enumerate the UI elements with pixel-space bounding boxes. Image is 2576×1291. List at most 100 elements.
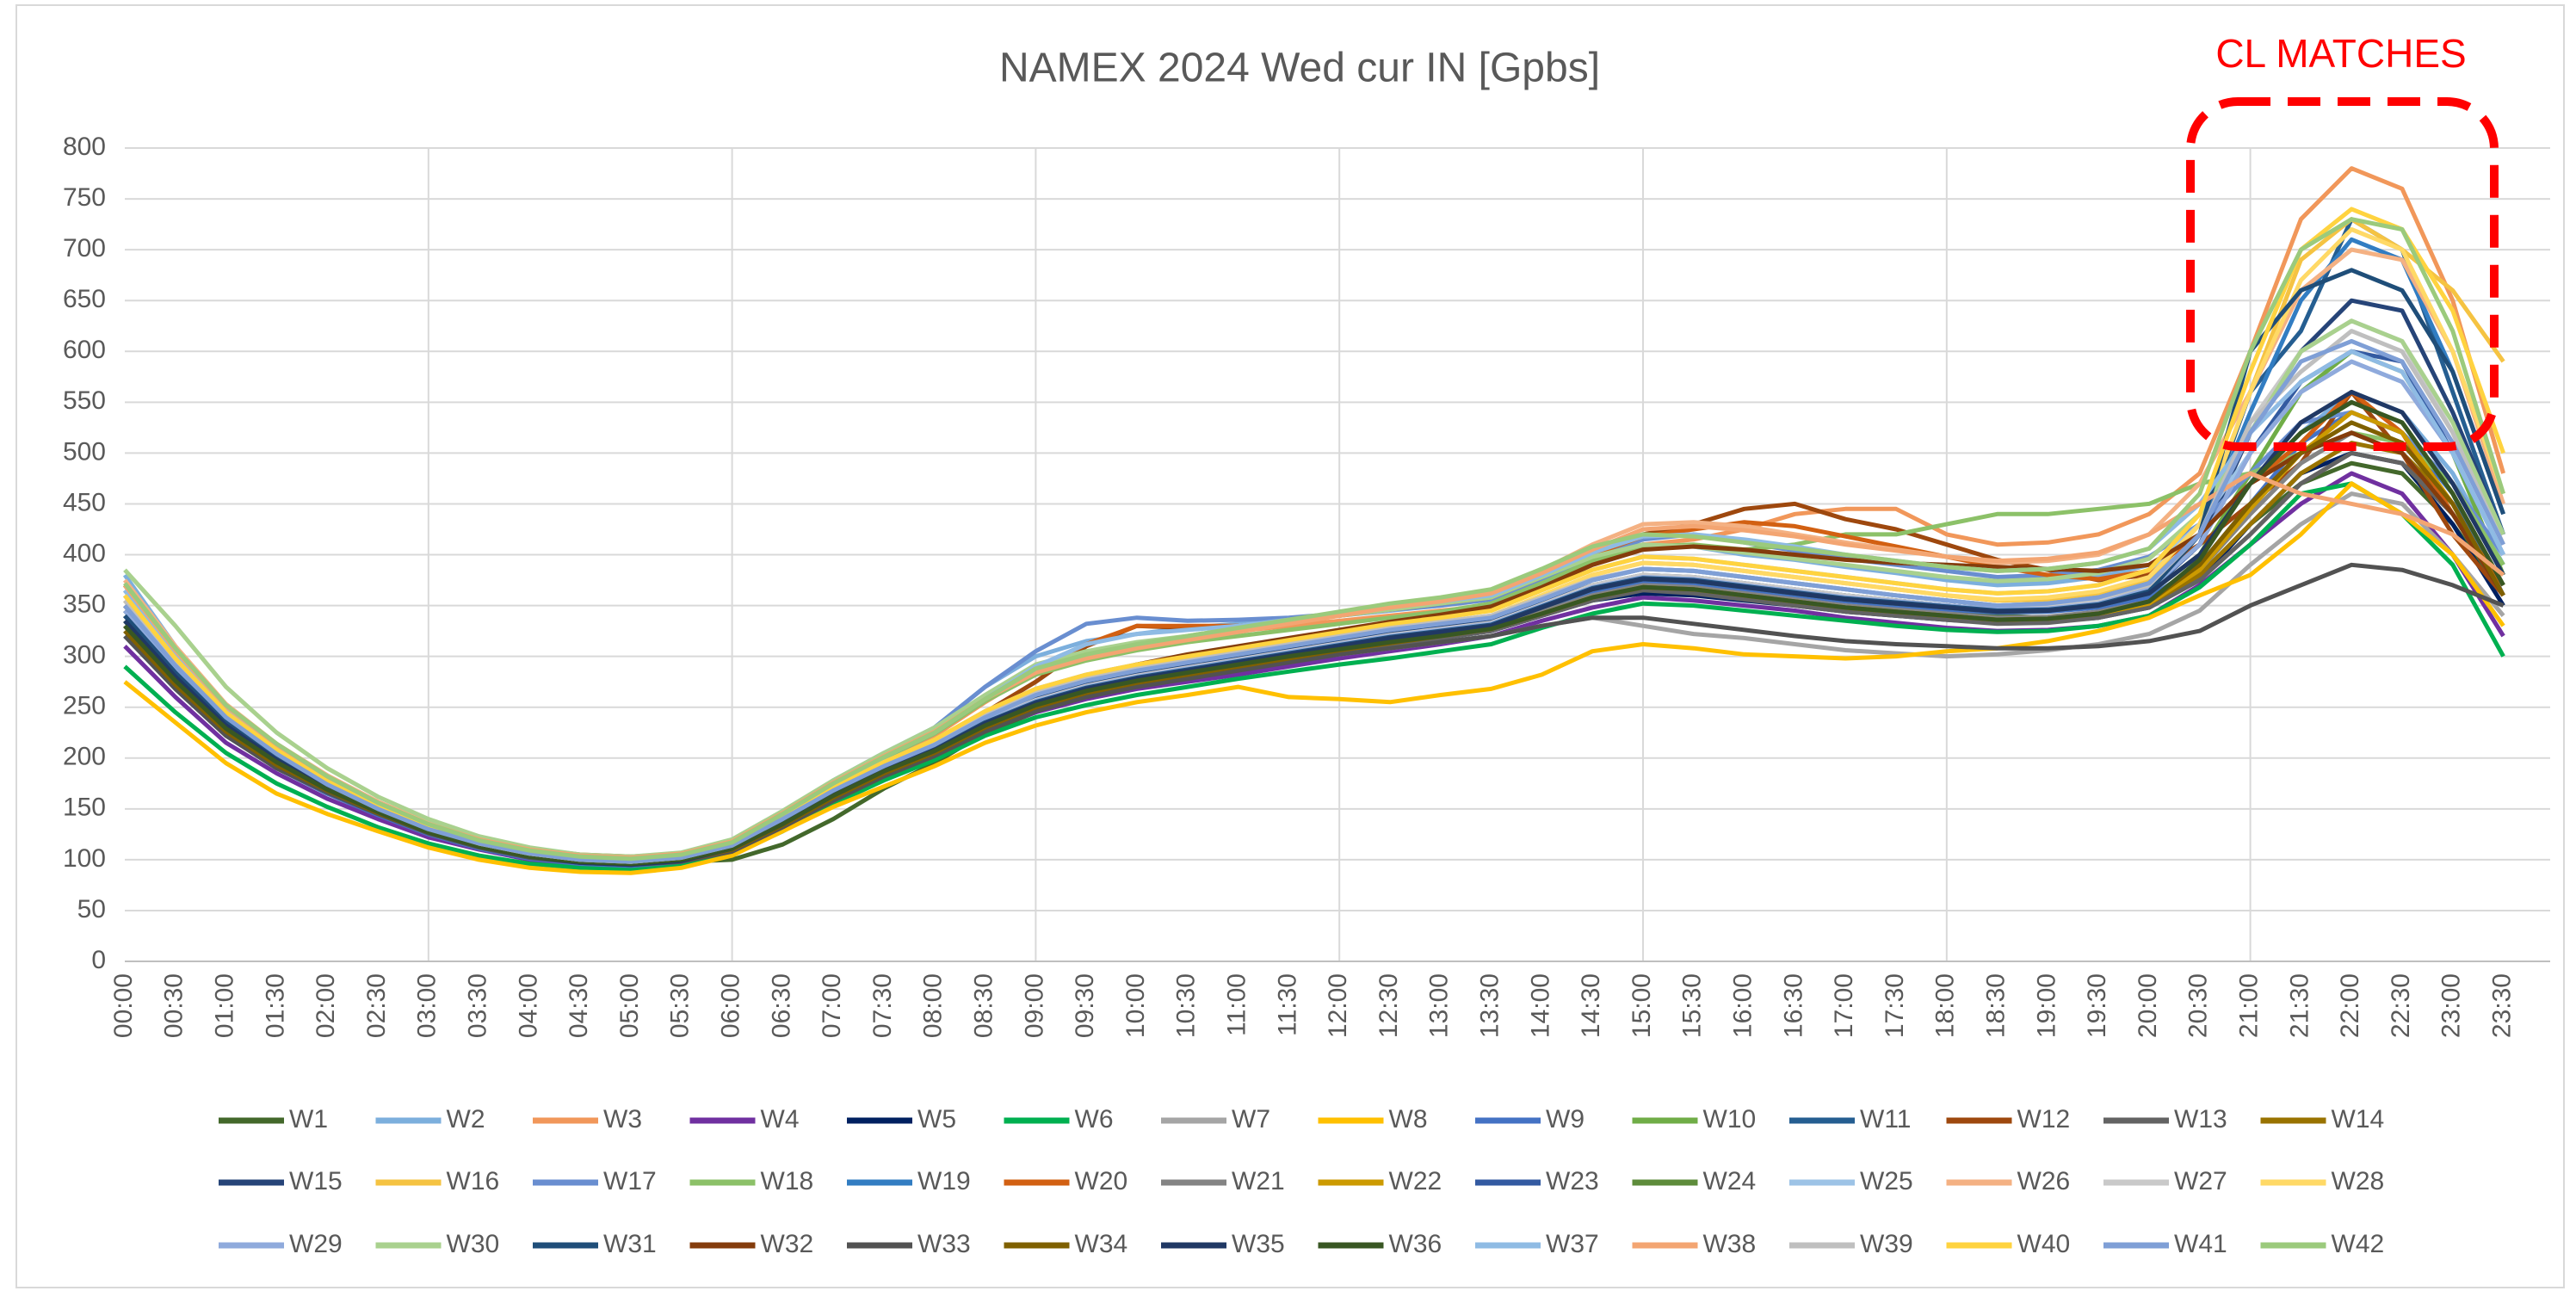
x-tick-label: 10:30 (1172, 973, 1201, 1038)
x-tick-label: 20:00 (2134, 973, 2162, 1038)
x-tick-label: 04:00 (514, 973, 542, 1038)
x-tick-label: 08:00 (919, 973, 948, 1038)
y-tick-label: 550 (63, 386, 106, 415)
grid: 0 50 100 150 200 250 300 350 400 450 500 550 600 650 7… (63, 133, 2550, 1038)
legend-label: W3 (603, 1105, 642, 1133)
series-line (123, 338, 2505, 864)
annotation-box (2186, 97, 2499, 451)
legend-label: W16 (447, 1167, 500, 1195)
legend-label: W41 (2174, 1230, 2227, 1258)
x-tick-label: 09:30 (1071, 973, 1099, 1038)
legend-label: W27 (2174, 1167, 2227, 1195)
x-tick-label: 01:30 (261, 973, 289, 1038)
x-tick-label: 10:00 (1121, 973, 1150, 1038)
legend-label: W5 (917, 1105, 956, 1133)
y-tick-label: 400 (63, 539, 106, 567)
legend-label: W28 (2332, 1167, 2385, 1195)
y-tick-label: 650 (63, 285, 106, 313)
x-tick-label: 00:30 (160, 973, 188, 1038)
x-tick-label: 01:00 (211, 973, 239, 1038)
x-tick-label: 05:30 (666, 973, 695, 1038)
legend-label: W7 (1232, 1105, 1270, 1133)
x-tick-label: 00:00 (109, 973, 138, 1038)
legend-label: W36 (1389, 1230, 1442, 1258)
y-tick-label: 300 (63, 641, 106, 670)
legend-label: W1 (289, 1105, 328, 1133)
x-tick-label: 20:30 (2184, 973, 2213, 1038)
y-tick-label: 150 (63, 794, 106, 822)
legend-label: W24 (1703, 1167, 1757, 1195)
x-tick-label: 05:00 (615, 973, 644, 1038)
x-tick-label: 23:30 (2488, 973, 2517, 1038)
x-tick-label: 08:30 (970, 973, 998, 1038)
chart-title: NAMEX 2024 Wed cur IN [Gpbs] (999, 46, 1600, 91)
x-tick-label: 22:00 (2336, 973, 2364, 1038)
legend-label: W10 (1703, 1105, 1757, 1133)
x-tick-label: 14:30 (1577, 973, 1605, 1038)
x-tick-label: 21:00 (2235, 973, 2264, 1038)
legend-label: W14 (2332, 1105, 2385, 1133)
legend-label: W26 (2017, 1167, 2071, 1195)
legend-label: W25 (1860, 1167, 1913, 1195)
legend-label: W2 (447, 1105, 485, 1133)
y-tick-label: 450 (63, 488, 106, 516)
x-tick-label: 19:00 (2032, 973, 2060, 1038)
lines (122, 166, 2505, 875)
x-tick-label: 22:30 (2387, 973, 2415, 1038)
x-tick-label: 11:00 (1223, 973, 1251, 1036)
y-tick-label: 600 (63, 336, 106, 364)
x-tick-label: 09:00 (1020, 973, 1048, 1038)
x-tick-label: 06:30 (767, 973, 795, 1038)
x-tick-label: 18:30 (1982, 973, 2011, 1038)
legend-label: W15 (289, 1167, 343, 1195)
legend-label: W23 (1546, 1167, 1599, 1195)
x-tick-label: 02:00 (312, 973, 340, 1038)
x-tick-label: 07:30 (868, 973, 897, 1038)
series-line (123, 217, 2505, 862)
x-tick-label: 16:00 (1729, 973, 1757, 1038)
legend-label: W19 (917, 1167, 971, 1195)
y-tick-label: 700 (63, 234, 106, 263)
legend-label: W18 (761, 1167, 814, 1195)
legend-label: W13 (2174, 1105, 2227, 1133)
y-tick-label: 350 (63, 590, 106, 618)
legend-label: W40 (2017, 1230, 2071, 1258)
y-tick-label: 50 (77, 895, 106, 923)
annotation-text: CL MATCHES (2215, 31, 2466, 76)
legend-label: W21 (1232, 1167, 1285, 1195)
x-tick-label: 06:00 (717, 973, 745, 1038)
legend-label: W32 (761, 1230, 814, 1258)
series-line (123, 481, 2505, 871)
y-tick-label: 800 (63, 133, 106, 161)
legend-label: W35 (1232, 1230, 1285, 1258)
x-tick-label: 12:00 (1324, 973, 1352, 1038)
series-line (123, 399, 2505, 867)
x-tick-label: 12:30 (1374, 973, 1403, 1038)
y-tick-label: 250 (63, 692, 106, 720)
legend-label: W6 (1075, 1105, 1114, 1133)
x-tick-label: 07:00 (818, 973, 846, 1038)
x-tick-label: 14:00 (1526, 973, 1554, 1038)
x-tick-label: 17:30 (1881, 973, 1909, 1038)
legend-label: W12 (2017, 1105, 2071, 1133)
y-tick-label: 200 (63, 743, 106, 771)
x-tick-label: 21:30 (2285, 973, 2313, 1038)
x-tick-label: 19:30 (2083, 973, 2111, 1038)
legend-label: W17 (603, 1167, 657, 1195)
x-tick-label: 03:00 (413, 973, 442, 1038)
y-tick-label: 500 (63, 437, 106, 466)
x-tick-label: 04:30 (565, 973, 593, 1038)
legend-label: W22 (1389, 1167, 1442, 1195)
legend-label: W38 (1703, 1230, 1757, 1258)
legend-label: W34 (1075, 1230, 1128, 1258)
legend-label: W39 (1860, 1230, 1913, 1258)
legend-label: W31 (603, 1230, 657, 1258)
x-tick-label: 15:00 (1628, 973, 1656, 1038)
x-tick-label: 13:30 (1476, 973, 1504, 1038)
y-tick-label: 0 (91, 946, 106, 974)
legend: W1 W2 W3 W4 W5 W6 W7 W8 W9 W10 W11 W12 W13 W14 W15 W16 W… (219, 1105, 2384, 1258)
series-line (123, 481, 2505, 875)
y-tick-label: 750 (63, 183, 106, 212)
